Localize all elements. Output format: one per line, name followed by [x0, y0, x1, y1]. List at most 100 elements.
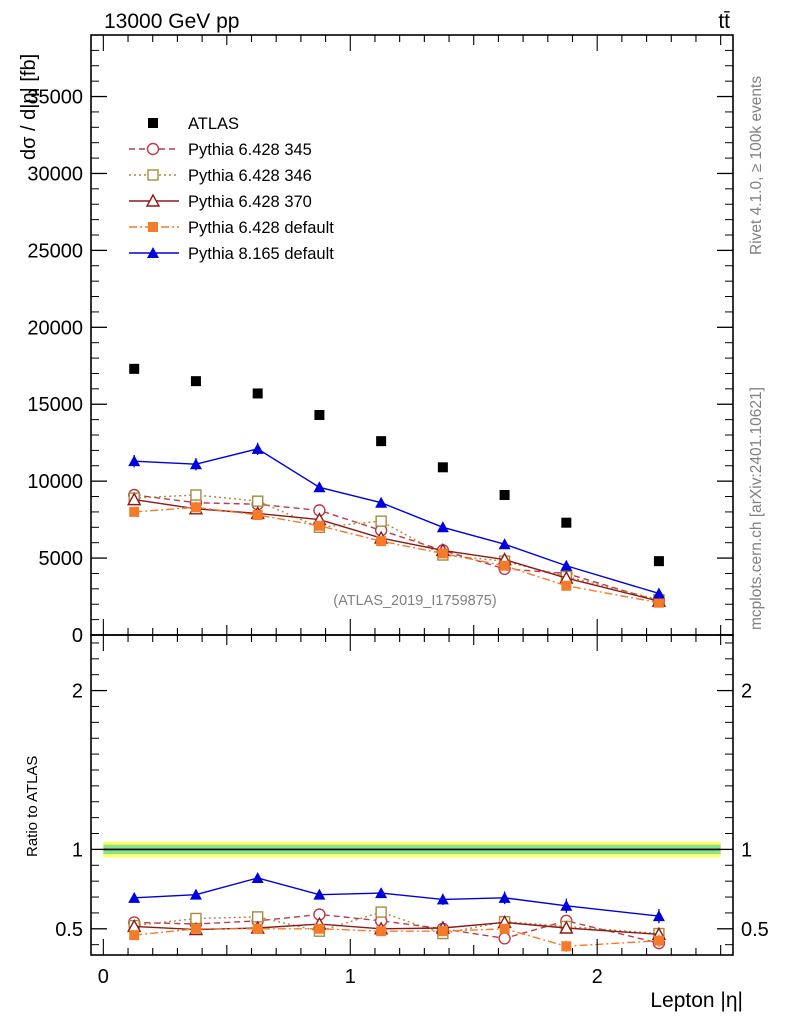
main-y-axis-title: dσ / d|η| [fb]: [18, 54, 40, 160]
main-point-atlas: [437, 462, 448, 473]
main-point-pythia-6-428-default: [314, 520, 325, 531]
ratio-point-pythia-6-428-default: [561, 941, 572, 952]
ratio-y-axis-title: Ratio to ATLAS: [24, 756, 41, 857]
main-point-atlas: [376, 436, 387, 447]
main-panel: 0 5000 10000 15000 20000 25000 30000 35000: [27, 34, 734, 647]
main-ytick-label: 15000: [27, 394, 83, 416]
main-point-pythia-6-428-346: [190, 489, 202, 501]
main-point-atlas: [190, 376, 201, 387]
main-line-pythia-6-428-default: [134, 506, 660, 604]
ratio-point-pythia-6-428-default: [376, 926, 387, 937]
main-point-pythia-6-428-default: [561, 580, 572, 591]
x-tick-label: 0: [98, 966, 109, 988]
main-point-atlas: [499, 490, 510, 500]
ratio-point-pythia-6-428-default: [499, 923, 510, 934]
ratio-ytick-label-right: 1: [741, 839, 752, 861]
ratio-point-pythia-8-165-default: [313, 888, 326, 900]
ratio-ytick-label: 0.5: [55, 919, 83, 941]
main-point-pythia-6-428-default: [190, 502, 201, 513]
main-point-pythia-6-428-346: [375, 515, 387, 527]
ratio-point-pythia-6-428-345: [498, 932, 511, 945]
main-line-pythia-6-428-370: [134, 498, 660, 602]
legend-label-pythia-6-428-default: Pythia 6.428 default: [188, 219, 334, 237]
ratio-ytick-label: 2: [72, 681, 83, 703]
ratio-ytick-label: 1: [72, 839, 83, 861]
ratio-point-pythia-8-165-default: [189, 888, 202, 900]
main-point-pythia-8-165-default: [375, 496, 388, 508]
ratio-point-pythia-6-428-346: [375, 906, 387, 918]
main-point-pythia-6-428-346: [251, 495, 264, 507]
main-ytick-label: 0: [72, 625, 83, 647]
x-tick-label: 2: [592, 966, 603, 988]
ratio-panel: 0.5 0.5 1 1 2 2 0 1 2: [55, 634, 769, 988]
main-point-pythia-8-165-default: [498, 538, 511, 550]
mcplots-label: mcplots.cern.ch [arXiv:2401.10621]: [748, 387, 765, 630]
main-point-atlas: [129, 363, 140, 374]
ratio-point-pythia-6-428-346: [190, 912, 202, 925]
energy-label: 13000 GeV pp: [104, 10, 239, 33]
legend-label-pythia-6-428-346: Pythia 6.428 346: [188, 167, 312, 185]
process-label: tt̄: [718, 10, 730, 33]
ratio-point-pythia-8-165-default: [251, 871, 264, 883]
main-ytick-label: 30000: [27, 163, 83, 185]
ratio-point-pythia-6-428-346: [251, 911, 264, 923]
ratio-frame: [90, 634, 734, 956]
main-point-pythia-6-428-default: [376, 536, 387, 547]
legend-label-pythia-6-428-345: Pythia 6.428 345: [188, 141, 312, 159]
ratio-point-pythia-8-165-default: [652, 910, 665, 922]
main-point-pythia-8-165-default: [189, 458, 202, 470]
ratio-point-pythia-6-428-default: [252, 923, 263, 934]
legend-marker-pythia-8-165-default: [147, 247, 159, 258]
ratio-ytick-label-right: 0.5: [741, 919, 769, 941]
ratio-point-pythia-8-165-default: [560, 899, 573, 911]
main-ytick-label: 10000: [27, 471, 83, 493]
ratio-point-pythia-6-428-default: [190, 923, 201, 934]
main-point-atlas: [653, 556, 664, 567]
main-point-pythia-6-428-default: [499, 560, 510, 571]
main-point-pythia-6-428-default: [653, 597, 664, 608]
legend-label-atlas: ATLAS: [188, 115, 239, 133]
x-tick-label: 1: [345, 966, 356, 988]
ratio-point-pythia-6-428-default: [314, 923, 325, 934]
analysis-watermark: (ATLAS_2019_I1759875): [333, 593, 496, 609]
ratio-point-pythia-6-428-default: [653, 935, 664, 946]
ratio-point-pythia-8-165-default: [128, 891, 141, 903]
main-line-pythia-6-428-345: [134, 494, 660, 602]
main-point-atlas: [252, 388, 263, 399]
main-point-pythia-8-165-default: [436, 521, 449, 533]
main-point-pythia-8-165-default: [560, 559, 573, 571]
main-point-pythia-8-165-default: [313, 481, 326, 493]
main-point-atlas: [561, 517, 572, 528]
legend-marker-atlas: [148, 118, 158, 128]
ratio-ytick-label-right: 2: [741, 681, 752, 703]
legend-marker-pythia-6-428-346: [147, 169, 159, 181]
legend-label-pythia-8-165-default: Pythia 8.165 default: [188, 245, 334, 263]
rivet-label: Rivet 4.1.0, ≥ 100k events: [748, 76, 765, 255]
ratio-point-pythia-8-165-default: [436, 893, 449, 905]
main-ytick-label: 20000: [27, 317, 83, 339]
main-point-pythia-6-428-370: [127, 492, 142, 506]
main-point-pythia-6-428-default: [437, 548, 448, 559]
main-ytick-label: 35000: [27, 87, 83, 109]
main-ytick-label: 5000: [39, 548, 84, 570]
legend: ATLAS Pythia 6.428 345 Pythia 6.428 346 Pyt…: [129, 115, 334, 263]
ratio-point-pythia-8-165-default: [375, 887, 388, 899]
main-point-pythia-8-165-default: [128, 455, 141, 467]
main-line-pythia-8-165-default: [134, 448, 660, 595]
main-point-pythia-6-428-default: [129, 506, 140, 517]
main-point-pythia-8-165-default: [652, 587, 665, 599]
ratio-line-pythia-6-428-default: [134, 928, 659, 947]
legend-label-pythia-6-428-370: Pythia 6.428 370: [188, 193, 312, 211]
main-point-pythia-6-428-default: [252, 510, 263, 520]
legend-marker-pythia-6-428-default: [148, 222, 158, 232]
ratio-line-pythia-8-165-default: [134, 877, 660, 917]
ratio-point-pythia-6-428-370: [559, 920, 574, 934]
legend-marker-pythia-6-428-345: [146, 142, 160, 156]
main-point-pythia-8-165-default: [251, 442, 264, 454]
ratio-point-pythia-6-428-default: [437, 926, 448, 937]
main-ytick-label: 25000: [27, 240, 83, 262]
ratio-point-pythia-8-165-default: [498, 891, 511, 903]
ratio-point-pythia-6-428-default: [129, 930, 140, 941]
main-point-atlas: [314, 410, 325, 420]
